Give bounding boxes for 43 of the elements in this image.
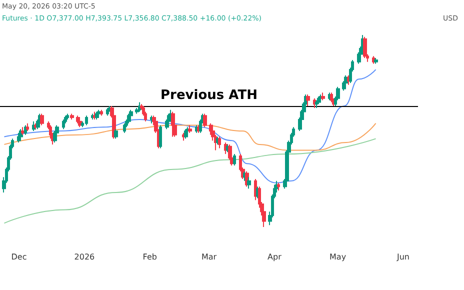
candlestick [114,128,118,140]
candlestick [188,124,192,134]
candlestick [123,122,126,134]
candlestick [330,92,333,103]
candlestick [184,128,188,140]
candlestick [363,36,367,59]
candlestick [76,115,80,124]
candlestick [40,113,44,126]
x-tick-label: Dec [11,252,27,262]
x-tick-label: 2026 [74,252,95,262]
x-tick-label: Jun [396,252,410,262]
candlestick [306,94,310,107]
candlestick [138,102,141,112]
candlestick [321,92,325,101]
candlestick [70,113,74,120]
candlestick [315,100,318,108]
candlestick [171,111,175,138]
candlestick [247,176,251,190]
candlestick [106,107,109,116]
x-tick-label: Feb [142,252,157,262]
candlestick [313,98,316,108]
candlestick [78,118,82,128]
candlestick [372,56,375,64]
candlestick [66,113,69,120]
ref-line-label: Previous ATH [160,88,258,104]
candlestick [277,182,280,192]
candlestick [159,124,162,149]
candlestick [24,124,27,136]
candlestick [62,118,65,130]
candlestick [21,126,25,136]
candlestick [95,111,99,120]
candlestick [218,136,221,149]
x-tick-label: Mar [201,252,218,262]
candlestick [100,109,103,116]
candlestick [203,113,207,128]
candlestick [127,113,131,124]
candlestick [85,115,88,126]
candlestick [26,122,29,132]
candlestick [233,154,236,166]
candlestick [182,132,185,142]
x-tick-label: May [330,252,346,262]
x-tick-label: Apr [268,252,282,262]
candlestick [374,58,378,64]
